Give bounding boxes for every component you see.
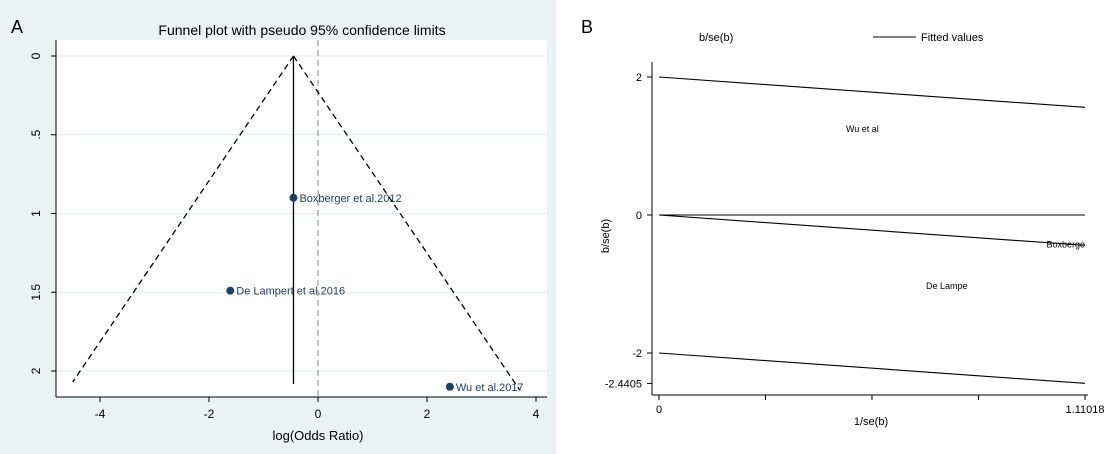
legend-item-fitted-values: Fitted values [921,32,984,44]
study-point [289,193,298,202]
funnel-right-limit [292,55,521,391]
panel-a-y-tick-label: .5 [29,129,43,139]
legend-item-b-se-b: b/se(b) [699,32,733,44]
panel-b-x-axis-title: 1/se(b) [854,416,888,428]
panel-b-x-tick-label: 0 [656,404,662,416]
panel-a-title: Funnel plot with pseudo 95% confidence l… [158,22,445,38]
panel-a-ticks: 0 .5 1 1.5 2 -4 -2 0 2 4 [29,52,540,421]
panel-b-y-axis-title: b/se(b) [600,219,612,253]
panel-b-y-tick-label: -2.4405 [605,378,642,390]
panel-a-y-tick-label: 1.5 [29,284,43,301]
panel-a-marks: Boxberger et al.2012 De Lampert et al.201… [72,40,524,397]
study-point-label: Wu et al.2017 [456,382,524,394]
study-point-label: Boxberger et al.2012 [299,193,401,205]
panel-a-y-tick-label: 2 [29,367,43,374]
panel-a-x-tick-label: -4 [95,407,106,421]
panel-b-x-tick-label: 1.11018 [1066,404,1105,416]
panel-b-line-0 [658,76,1086,108]
panel-b-y-tick-label: 2 [636,72,642,84]
panel-a-y-tick-label: 1 [29,210,43,217]
study-point [226,286,235,295]
panel-a-x-tick-label: -2 [204,407,215,421]
panel-a-x-tick-label: 4 [533,407,540,421]
panel-b-marks: Wu et al Boxberge De Lampe [658,76,1086,384]
panel-b-ticks: 2 0 -2 -2.4405 0 1.11018 [605,72,1105,416]
panel-a-x-tick-label: 2 [424,407,431,421]
study-point-label: De Lampert et al.2016 [236,286,345,298]
funnel-left-limit [72,55,295,383]
study-point [445,382,454,391]
panel-a-letter: A [11,17,23,37]
panel-a-x-axis-title: log(Odds Ratio) [272,428,363,443]
panel-b-line-3 [658,352,1086,384]
panel-b: B b/se(b) Fitted values b/se(b) 1/se(b) … [581,17,1104,428]
panel-b-point-label: De Lampe [926,281,968,291]
panel-a-x-tick-label: 0 [315,407,322,421]
panel-b-letter: B [581,17,593,37]
panel-a-y-tick-label: 0 [29,52,43,59]
panel-b-y-tick-label: -2 [632,348,642,360]
panel-a-plot-area [56,40,547,397]
panel-b-point-label: Wu et al [846,124,879,134]
panel-a-gridlines [56,55,547,372]
panel-a: A Funnel plot with pseudo 95% confidence… [11,17,547,443]
panel-b-point-label: Boxberge [1046,239,1085,249]
panel-b-y-tick-label: 0 [636,210,642,222]
panel-b-line-2 [658,214,1086,246]
